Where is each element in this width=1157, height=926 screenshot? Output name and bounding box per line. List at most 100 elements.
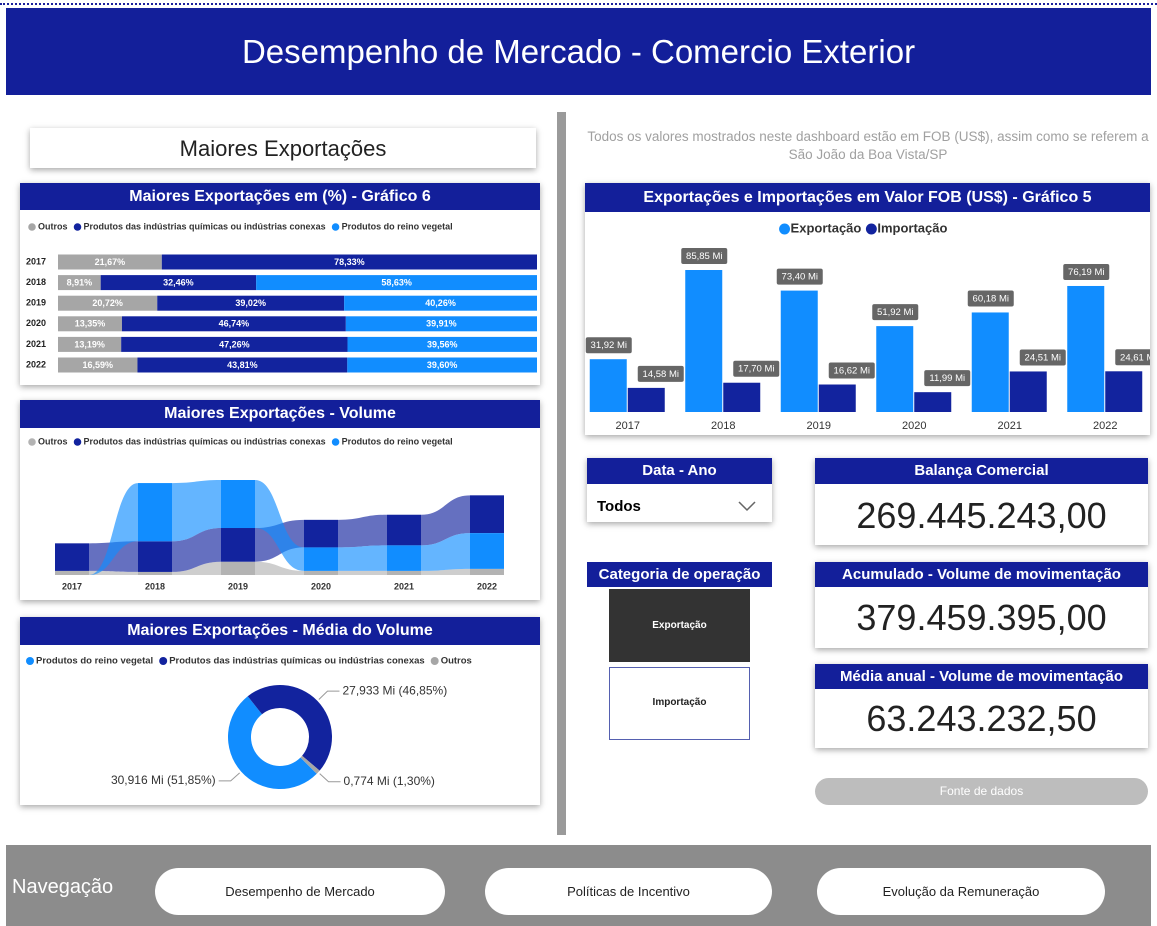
label-box bbox=[1115, 349, 1150, 366]
bar-segment bbox=[344, 295, 537, 311]
ribbon-column bbox=[470, 533, 504, 569]
data-label: 39,91% bbox=[426, 319, 457, 329]
donut-slice bbox=[228, 696, 317, 789]
year-slicer[interactable]: Data - Ano Todos bbox=[587, 458, 772, 522]
bar bbox=[914, 392, 952, 412]
bar-segment bbox=[58, 357, 138, 373]
legend-label: Produtos do reino vegetal bbox=[342, 221, 453, 231]
ribbon-column bbox=[470, 568, 504, 575]
data-label: 47,26% bbox=[219, 339, 250, 349]
bar-segment bbox=[347, 357, 537, 373]
data-label: 16,59% bbox=[82, 360, 113, 370]
data-label: 39,56% bbox=[427, 339, 458, 349]
chart-title: Maiores Exportações - Volume bbox=[20, 400, 540, 428]
data-label: 8,91% bbox=[67, 277, 93, 287]
ribbon-column bbox=[221, 528, 255, 562]
ribbon bbox=[338, 545, 387, 571]
kpi-value: 63.243.232,50 bbox=[866, 698, 1097, 739]
data-label: 58,63% bbox=[381, 277, 412, 287]
nav-bar: Navegação Desempenho de Mercado Política… bbox=[6, 845, 1151, 926]
nav-label: Navegação bbox=[12, 876, 114, 898]
chart: Outros Produtos das indústrias químicas o… bbox=[26, 221, 537, 373]
data-label: 0,774 Mi (1,30%) bbox=[344, 774, 435, 788]
bar bbox=[589, 359, 627, 412]
slicer-value: Todos bbox=[597, 498, 641, 515]
bar-segment bbox=[256, 275, 537, 291]
nav-button[interactable]: Desempenho de Mercado bbox=[155, 868, 445, 915]
bar bbox=[971, 312, 1009, 412]
ribbon bbox=[421, 568, 470, 575]
legend-label: Importação bbox=[877, 220, 947, 235]
ribbon-column bbox=[55, 543, 89, 571]
x-tick-label: 2018 bbox=[711, 420, 735, 432]
label-box bbox=[967, 290, 1014, 307]
leader-line bbox=[318, 690, 340, 700]
y-tick-label: 2017 bbox=[26, 256, 46, 266]
legend: Outros Produtos das indústrias químicas o… bbox=[28, 221, 453, 231]
bar bbox=[1009, 371, 1047, 412]
data-label: 73,40 Mi bbox=[782, 272, 818, 283]
bar-segment bbox=[157, 295, 345, 311]
data-label: 11,99 Mi bbox=[929, 373, 965, 384]
data-label: 16,62 Mi bbox=[834, 366, 870, 377]
bar-segment bbox=[58, 295, 158, 311]
x-tick-label: 2021 bbox=[998, 420, 1022, 432]
ribbon-column bbox=[387, 570, 421, 575]
ribbon-column bbox=[221, 480, 255, 529]
bar-segment bbox=[345, 316, 537, 332]
bar-segment bbox=[100, 275, 257, 291]
ribbon bbox=[255, 480, 304, 571]
bar-segment bbox=[121, 316, 346, 332]
ribbon bbox=[338, 514, 387, 548]
label-box bbox=[1019, 349, 1066, 366]
bar-segment bbox=[347, 336, 537, 352]
bar bbox=[818, 384, 856, 412]
y-tick-label: 2020 bbox=[26, 318, 46, 328]
ribbon bbox=[172, 480, 221, 542]
x-tick-label: 2022 bbox=[477, 581, 497, 591]
bar bbox=[627, 387, 665, 412]
bar-segment bbox=[58, 275, 101, 291]
legend-swatch bbox=[331, 438, 340, 446]
data-label: 40,26% bbox=[425, 298, 456, 308]
label-box bbox=[776, 268, 823, 285]
ribbon bbox=[421, 533, 470, 571]
data-label: 17,70 Mi bbox=[738, 364, 774, 375]
option-button[interactable]: Importação bbox=[609, 667, 750, 740]
chart-title: Exportações e Importações em Valor FOB (… bbox=[585, 183, 1150, 212]
label-box bbox=[1063, 263, 1110, 280]
data-label: 24,51 Mi bbox=[1025, 352, 1061, 363]
option-button[interactable]: Exportação bbox=[609, 589, 750, 662]
legend-label: Outros bbox=[38, 221, 68, 231]
ribbon-column bbox=[138, 571, 172, 575]
nav-button[interactable]: Políticas de Incentivo bbox=[485, 868, 772, 915]
ribbon bbox=[89, 570, 138, 575]
kpi-title: Acumulado - Volume de movimentação bbox=[815, 562, 1148, 587]
nav-button[interactable]: Evolução da Remuneração bbox=[817, 868, 1105, 915]
x-tick-label: 2022 bbox=[1093, 420, 1117, 432]
legend-label: Produtos do reino vegetal bbox=[36, 656, 153, 667]
source-button[interactable]: Fonte de dados bbox=[815, 778, 1148, 805]
chevron bbox=[738, 501, 756, 512]
data-label: 30,916 Mi (51,85%) bbox=[111, 773, 216, 787]
bar-segment bbox=[58, 316, 122, 332]
bar-segment bbox=[58, 336, 122, 352]
legend-label: Exportação bbox=[791, 220, 862, 235]
legend-swatch bbox=[159, 657, 168, 665]
label-box bbox=[828, 362, 875, 379]
data-label: 13,19% bbox=[74, 339, 105, 349]
label-box bbox=[637, 365, 684, 382]
section-title: Maiores Exportações bbox=[30, 128, 536, 168]
data-label: 13,35% bbox=[75, 319, 106, 329]
chart: Produtos do reino vegetal Produtos das in… bbox=[26, 656, 472, 789]
ribbon-column bbox=[304, 570, 338, 575]
ribbon-column bbox=[55, 570, 89, 575]
ribbon-column bbox=[221, 561, 255, 575]
kpi-value: 379.459.395,00 bbox=[856, 597, 1107, 638]
data-label: 21,67% bbox=[95, 257, 126, 267]
x-tick-label: 2021 bbox=[394, 581, 414, 591]
legend-swatch bbox=[779, 223, 791, 235]
legend-label: Produtos das indústrias químicas ou indú… bbox=[84, 436, 326, 446]
slicer-title: Data - Ano bbox=[587, 458, 772, 484]
